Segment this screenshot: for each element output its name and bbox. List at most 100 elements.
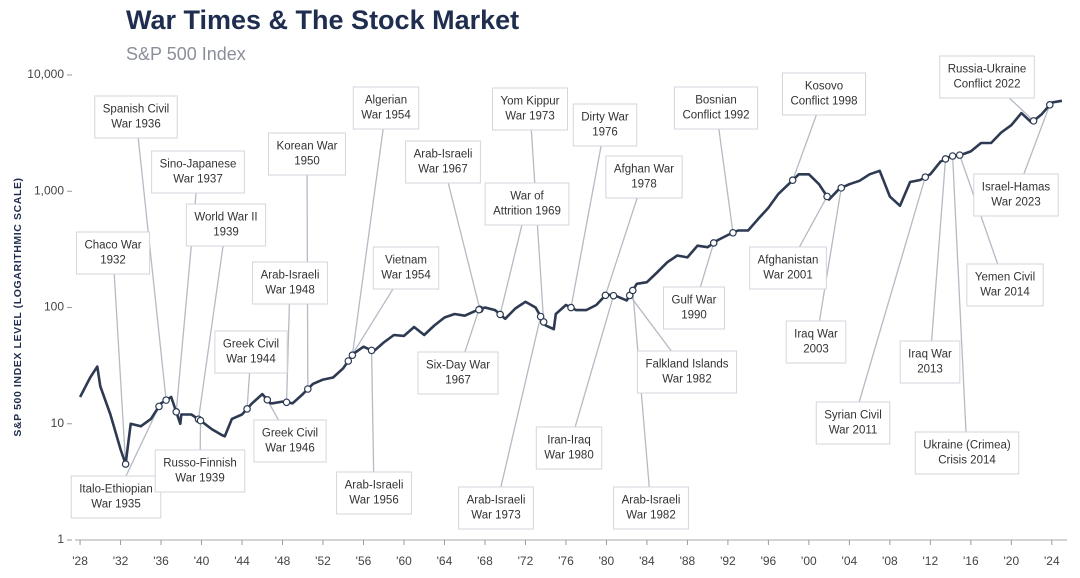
x-tick-label: '04 (842, 554, 858, 568)
annotation-label: 1967 (445, 375, 471, 387)
annotation-marker (304, 385, 312, 393)
annotation-label: 2003 (803, 344, 829, 356)
y-tick-label: 10,000 (27, 67, 64, 81)
annotation-box (613, 486, 689, 530)
annotation-label: War 1967 (418, 164, 467, 176)
annotation-label: Ukraine (Crimea) (923, 440, 1011, 452)
x-tick-label: '28 (72, 554, 88, 568)
annotation-marker (172, 408, 181, 416)
annotation-label: War 1973 (471, 510, 520, 522)
annotation-label: War 1973 (505, 111, 554, 123)
annotation-label: War 1954 (361, 110, 411, 122)
x-tick-label: '08 (882, 554, 898, 568)
annotation-label: Gulf War (672, 295, 717, 307)
annotation-marker (567, 303, 575, 312)
annotation-marker (496, 310, 504, 319)
annotation-box (405, 140, 481, 184)
x-tick-label: '60 (396, 554, 412, 568)
annotation: Syrian Civil War 2011 (815, 401, 891, 445)
x-tick-label: '92 (720, 554, 736, 568)
annotation-label: 1939 (213, 227, 239, 239)
annotation-label: Sino-Japanese (160, 159, 237, 171)
annotation-label: War 1982 (662, 374, 711, 386)
annotation-box (749, 246, 827, 290)
annotation-box (252, 261, 328, 305)
y-tick-label: 1 (57, 532, 64, 546)
annotation-label: War 1936 (111, 119, 160, 131)
annotation-label: Italo-Ethiopian (79, 484, 153, 496)
annotation-marker (837, 184, 846, 192)
annotation: Iraq War 2013 (899, 340, 961, 384)
x-tick-label: '40 (194, 554, 210, 568)
annotation-label: Chaco War (84, 240, 141, 252)
x-tick-label: '88 (680, 554, 696, 568)
annotation-box (899, 340, 961, 384)
annotation-label: Conflict 2022 (953, 79, 1020, 91)
annotation-label: Falkland Islands (645, 359, 728, 371)
annotation: War of Attrition 1969 (484, 182, 570, 226)
annotation-box (491, 87, 569, 131)
annotation: Greek Civil War 1944 (214, 330, 288, 374)
annotation-label: Kosovo (805, 81, 843, 93)
annotation-label: Arab-Israeli (345, 480, 404, 492)
annotation-marker (955, 151, 964, 159)
connector (632, 290, 652, 509)
annotation: Afghan War 1978 (605, 155, 683, 199)
annotation: Dirty War 1976 (572, 103, 638, 147)
annotation-marker (709, 239, 718, 247)
annotations: Spanish Civil War 1936 Chaco War 1932 Italo-… (70, 55, 1059, 530)
connector (370, 350, 375, 494)
annotation-label: Algerian (365, 95, 407, 107)
annotation-label: Dirty War (581, 112, 629, 124)
annotation-label: Greek Civil (262, 428, 318, 440)
plot: 1 10 100 1,000 10,000 '28 '32 '36 '40 '44 '48 '52 '5… (27, 67, 1067, 568)
annotation: Vietnam War 1954 (372, 246, 440, 290)
annotation-marker (1029, 117, 1038, 125)
annotation-label: Iraq War (908, 349, 952, 361)
chart-title: War Times & The Stock Market (126, 5, 519, 35)
annotation-box (781, 72, 867, 116)
x-tick-label: '84 (639, 554, 655, 568)
x-tick-label: '20 (1004, 554, 1020, 568)
annotation-box (417, 351, 499, 395)
annotation-label: Attrition 1969 (493, 206, 561, 218)
connector (815, 187, 842, 343)
annotation: Arab-Israeli War 1973 (458, 486, 534, 530)
annotation-box (75, 231, 151, 275)
annotation: Chaco War 1932 (75, 231, 151, 275)
y-tick-label: 1,000 (34, 183, 64, 197)
y-tick-label: 10 (51, 416, 65, 430)
annotation-label: Six-Day War (426, 360, 490, 372)
annotation-marker (788, 176, 797, 185)
annotation-marker (609, 291, 618, 300)
annotation: Kosovo Conflict 1998 (781, 72, 867, 116)
annotation-marker (729, 228, 737, 237)
connector (351, 107, 387, 356)
connector (570, 124, 606, 308)
annotation: Falkland Islands War 1982 (636, 350, 738, 394)
annotation-box (268, 132, 346, 176)
x-tick-label: '36 (153, 554, 169, 568)
annotation-box (973, 173, 1059, 217)
x-tick-label: '72 (518, 554, 534, 568)
annotation-marker (282, 398, 291, 407)
annotation-label: War 1946 (265, 443, 314, 455)
annotation-box (785, 320, 847, 364)
x-tick-label: '52 (315, 554, 331, 568)
annotation-marker (948, 152, 957, 160)
annotation-label: Crisis 2014 (938, 455, 996, 467)
connector (442, 161, 481, 310)
annotation-label: Spanish Civil (103, 104, 169, 116)
annotation-marker (1045, 101, 1054, 109)
connector (929, 158, 947, 363)
annotation-label: Vietnam (385, 255, 427, 267)
annotation: Ukraine (Crimea) Crisis 2014 (914, 431, 1020, 475)
y-axis-label: S&P 500 INDEX LEVEL (LOGARITHMIC SCALE) (12, 177, 24, 436)
annotation-label: Russo-Finnish (163, 458, 237, 470)
annotation-marker (367, 346, 376, 355)
annotation: Iran-Iraq War 1980 (535, 426, 603, 470)
annotation-label: Arab-Israeli (467, 495, 526, 507)
annotation-box (484, 182, 570, 226)
annotation: Arab-Israeli War 1982 (613, 486, 689, 530)
x-tick-label: '32 (113, 554, 129, 568)
